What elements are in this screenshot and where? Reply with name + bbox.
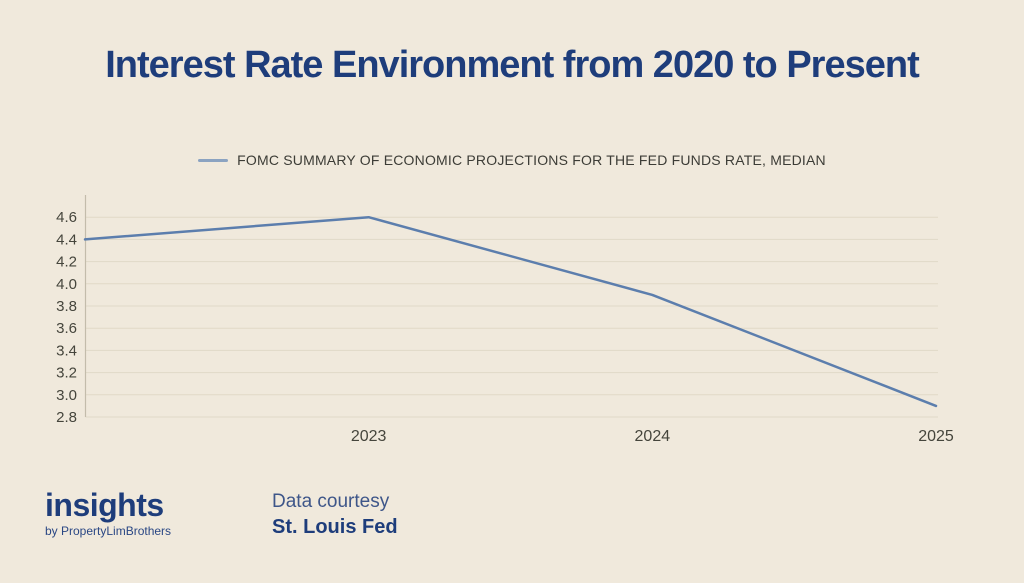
- y-tick-label: 3.6: [56, 320, 77, 337]
- y-tick-label: 4.2: [56, 254, 77, 271]
- legend-line-swatch: [198, 158, 229, 162]
- brand-wordmark: insights: [45, 487, 164, 523]
- x-tick-label: 2025: [918, 428, 954, 445]
- y-tick-label: 3.8: [56, 298, 77, 315]
- y-tick-label: 3.2: [56, 365, 77, 382]
- brand-byline: by PropertyLimBrothers: [45, 524, 172, 538]
- brand-logo: insights by PropertyLimBrothers: [45, 489, 171, 538]
- series-line: [83, 215, 938, 408]
- y-tick-label: 4.0: [56, 276, 77, 293]
- y-tick-label: 3.0: [56, 387, 77, 404]
- y-tick-label: 4.4: [56, 231, 77, 248]
- y-tick-label: 3.4: [56, 342, 77, 359]
- y-tick-label: 4.6: [56, 209, 77, 226]
- data-credit-source: St. Louis Fed: [272, 515, 398, 538]
- y-tick-label: 2.8: [56, 409, 77, 426]
- x-tick-label: 2023: [351, 428, 387, 445]
- legend: FOMC SUMMARY OF ECONOMIC PROJECTIONS FOR…: [0, 152, 1024, 168]
- x-tick-label: 2024: [635, 428, 671, 445]
- data-credit-label: Data courtesy: [272, 491, 390, 512]
- legend-label: FOMC SUMMARY OF ECONOMIC PROJECTIONS FOR…: [237, 152, 826, 168]
- data-credit: Data courtesy St. Louis Fed: [272, 491, 398, 539]
- page-title: Interest Rate Environment from 2020 to P…: [105, 44, 919, 86]
